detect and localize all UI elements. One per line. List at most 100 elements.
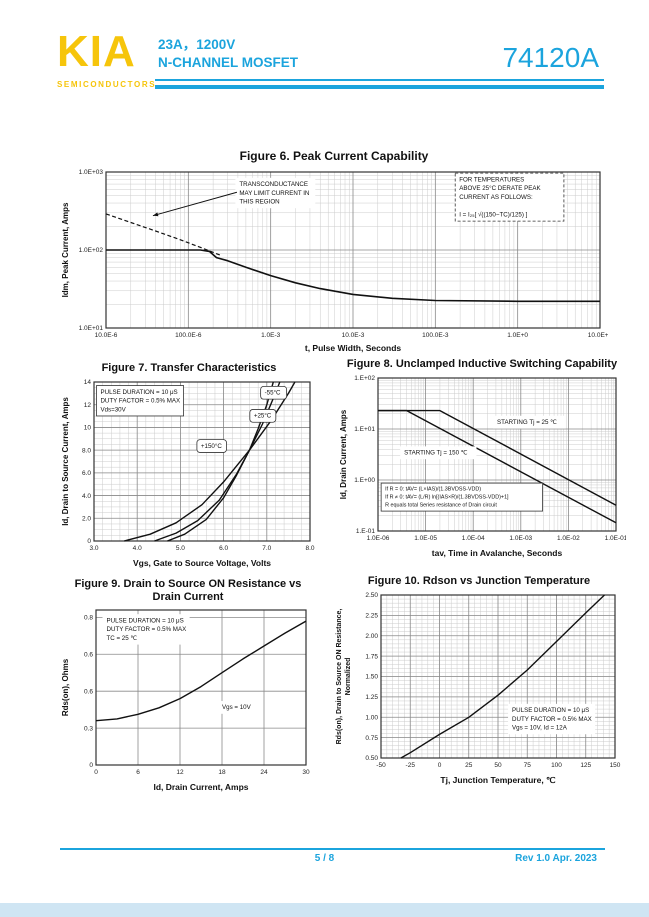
svg-text:Id, Drain Current, Amps: Id, Drain Current, Amps	[339, 409, 348, 499]
svg-text:ABOVE 25°C DERATE PEAK: ABOVE 25°C DERATE PEAK	[459, 185, 541, 192]
svg-text:STARTING Tj = 25 ℃: STARTING Tj = 25 ℃	[497, 419, 557, 426]
svg-text:1.0E+03: 1.0E+03	[79, 169, 104, 176]
svg-text:100: 100	[551, 762, 562, 769]
revision-label: Rev 1.0 Apr. 2023	[515, 853, 597, 864]
svg-text:1.0E-02: 1.0E-02	[557, 535, 580, 542]
figure-10-chart: -50 -25 0 25 50 75 100 125 150 2.50 2.25 2.00 1.75 1.…	[336, 592, 621, 785]
svg-text:1.E-01: 1.E-01	[356, 528, 376, 535]
svg-text:1.0E+0: 1.0E+0	[507, 332, 528, 339]
svg-text:0: 0	[89, 762, 93, 769]
svg-text:1.E+01: 1.E+01	[354, 426, 375, 433]
svg-text:0.3: 0.3	[84, 726, 93, 733]
svg-text:Rds(on), Drain to Source ON Re: Rds(on), Drain to Source ON Resistance,	[336, 608, 343, 744]
header-rule-thick	[155, 85, 604, 89]
svg-text:100.0E-3: 100.0E-3	[422, 332, 449, 339]
svg-text:1.0E-06: 1.0E-06	[367, 535, 390, 542]
svg-text:30: 30	[302, 769, 310, 776]
svg-text:12: 12	[84, 402, 92, 409]
svg-text:0.6: 0.6	[84, 652, 93, 659]
figure-9-title: Figure 9. Drain to Source ON Resistance …	[74, 578, 302, 603]
svg-text:2.50: 2.50	[365, 592, 378, 599]
svg-text:10: 10	[84, 424, 92, 431]
svg-text:Id, Drain Current, Amps: Id, Drain Current, Amps	[153, 782, 248, 792]
svg-text:TC = 25 ℃: TC = 25 ℃	[107, 635, 138, 642]
svg-text:Id, Drain to Source Current, A: Id, Drain to Source Current, Amps	[61, 396, 70, 525]
spec-line1: 23A，1200V	[158, 37, 236, 52]
svg-text:Vgs = 10V, Id = 12A: Vgs = 10V, Id = 12A	[512, 724, 568, 731]
svg-text:2.00: 2.00	[365, 633, 378, 640]
svg-text:1.E+00: 1.E+00	[354, 477, 375, 484]
svg-text:R equals total Series resistan: R equals total Series resistance of Drai…	[385, 502, 497, 508]
svg-text:18: 18	[218, 769, 226, 776]
svg-text:1.0E+01: 1.0E+01	[79, 325, 104, 332]
svg-text:75: 75	[524, 762, 532, 769]
svg-text:12: 12	[176, 769, 184, 776]
svg-text:1.0E-3: 1.0E-3	[261, 332, 281, 339]
svg-text:150: 150	[610, 762, 621, 769]
svg-text:Tj, Junction Temperature, ℃: Tj, Junction Temperature, ℃	[440, 775, 556, 785]
svg-text:tav, Time in Avalanche, Second: tav, Time in Avalanche, Seconds	[432, 548, 563, 558]
header-rule-thin	[155, 79, 604, 81]
figure-8-title: Figure 8. Unclamped Inductive Switching …	[346, 358, 618, 370]
svg-text:DUTY FACTOR = 0.5% MAX: DUTY FACTOR = 0.5% MAX	[107, 626, 187, 633]
svg-text:6: 6	[136, 769, 140, 776]
svg-text:I = I₂₅[ √((150−TC)/125) ]: I = I₂₅[ √((150−TC)/125) ]	[459, 211, 527, 218]
svg-text:THIS REGION: THIS REGION	[239, 198, 279, 205]
device-spec: 23A，1200V N-CHANNEL MOSFET	[158, 36, 298, 72]
svg-text:1.00: 1.00	[365, 714, 378, 721]
svg-text:5.0: 5.0	[176, 545, 185, 552]
svg-text:Vgs, Gate to Source Voltage, V: Vgs, Gate to Source Voltage, Volts	[133, 558, 271, 568]
figure-9-chart: 0 6 12 18 24 30 0.8 0.6 0.6 0.3 0 Id, Drain Current…	[61, 609, 310, 792]
svg-text:DUTY FACTOR = 0.5% MAX: DUTY FACTOR = 0.5% MAX	[100, 397, 180, 404]
svg-text:If R ≠ 0: tAV= (L/R) ln[(IAS×R: If R ≠ 0: tAV= (L/R) ln[(IAS×R)/(1.3BVDS…	[385, 494, 509, 500]
figure-10: Figure 10. Rdson vs Junction Temperature…	[333, 575, 625, 786]
svg-text:10.0E-6: 10.0E-6	[95, 332, 118, 339]
svg-text:Vgs = 10V: Vgs = 10V	[222, 704, 252, 711]
svg-text:1.0E+02: 1.0E+02	[79, 247, 104, 254]
svg-text:PULSE DURATION = 10 μS: PULSE DURATION = 10 μS	[512, 707, 589, 714]
svg-text:Vds=30V: Vds=30V	[100, 406, 126, 413]
bottom-strip	[0, 903, 649, 917]
svg-text:1.E+02: 1.E+02	[354, 375, 375, 382]
svg-text:-50: -50	[376, 762, 386, 769]
svg-text:25: 25	[465, 762, 473, 769]
figure-6: Figure 6. Peak Current Capability 10.0E-…	[60, 149, 608, 354]
svg-text:1.25: 1.25	[365, 694, 378, 701]
figure-6-title: Figure 6. Peak Current Capability	[239, 149, 429, 163]
svg-text:t, Pulse Width, Seconds: t, Pulse Width, Seconds	[305, 343, 402, 353]
svg-text:1.75: 1.75	[365, 653, 378, 660]
svg-text:3.0: 3.0	[89, 545, 98, 552]
svg-text:10.0E+0: 10.0E+0	[588, 332, 608, 339]
svg-text:If R = 0: tAV= (L×IAS)/(1.3BVD: If R = 0: tAV= (L×IAS)/(1.3BVDSS-VDD)	[385, 486, 481, 492]
svg-text:CURRENT AS FOLLOWS:: CURRENT AS FOLLOWS:	[459, 194, 533, 201]
figure-7-chart: 3.0 4.0 5.0 6.0 7.0 8.0 14 12 10 8.0 6.0 4.0 2.0 0 Vgs…	[61, 379, 315, 568]
svg-text:DUTY FACTOR = 0.5% MAX: DUTY FACTOR = 0.5% MAX	[512, 715, 592, 722]
figure-8: Figure 8. Unclamped Inductive Switching …	[338, 358, 626, 559]
page-number: 5 / 8	[314, 853, 335, 864]
svg-text:TRANSCONDUCTANCE: TRANSCONDUCTANCE	[239, 181, 308, 188]
svg-text:+25°C: +25°C	[254, 412, 272, 419]
svg-text:0: 0	[87, 538, 91, 545]
footer-rule	[60, 848, 605, 850]
svg-text:1.50: 1.50	[365, 673, 378, 680]
svg-text:4.0: 4.0	[133, 545, 142, 552]
kia-logo: KIA	[57, 27, 136, 76]
svg-text:10.0E-3: 10.0E-3	[342, 332, 365, 339]
svg-text:+150°C: +150°C	[201, 442, 222, 449]
svg-text:-25: -25	[406, 762, 416, 769]
svg-text:2.0: 2.0	[82, 515, 91, 522]
part-number: 74120A	[502, 42, 599, 73]
svg-text:FOR TEMPERATURES: FOR TEMPERATURES	[459, 176, 524, 183]
svg-text:6.0: 6.0	[82, 470, 91, 477]
svg-text:1.0E-01: 1.0E-01	[605, 535, 626, 542]
figure-7-title: Figure 7. Transfer Characteristics	[101, 362, 277, 374]
svg-text:1.0E-04: 1.0E-04	[462, 535, 485, 542]
spec-line2: N-CHANNEL MOSFET	[158, 55, 298, 71]
svg-text:Rds(on), Ohms: Rds(on), Ohms	[61, 659, 70, 717]
svg-text:PULSE DURATION = 10 μS: PULSE DURATION = 10 μS	[100, 388, 177, 395]
svg-text:0.6: 0.6	[84, 689, 93, 696]
figure-7: Figure 7. Transfer Characteristics 3.0 4.…	[60, 362, 318, 569]
svg-text:100.0E-6: 100.0E-6	[175, 332, 202, 339]
svg-text:8.0: 8.0	[82, 447, 91, 454]
